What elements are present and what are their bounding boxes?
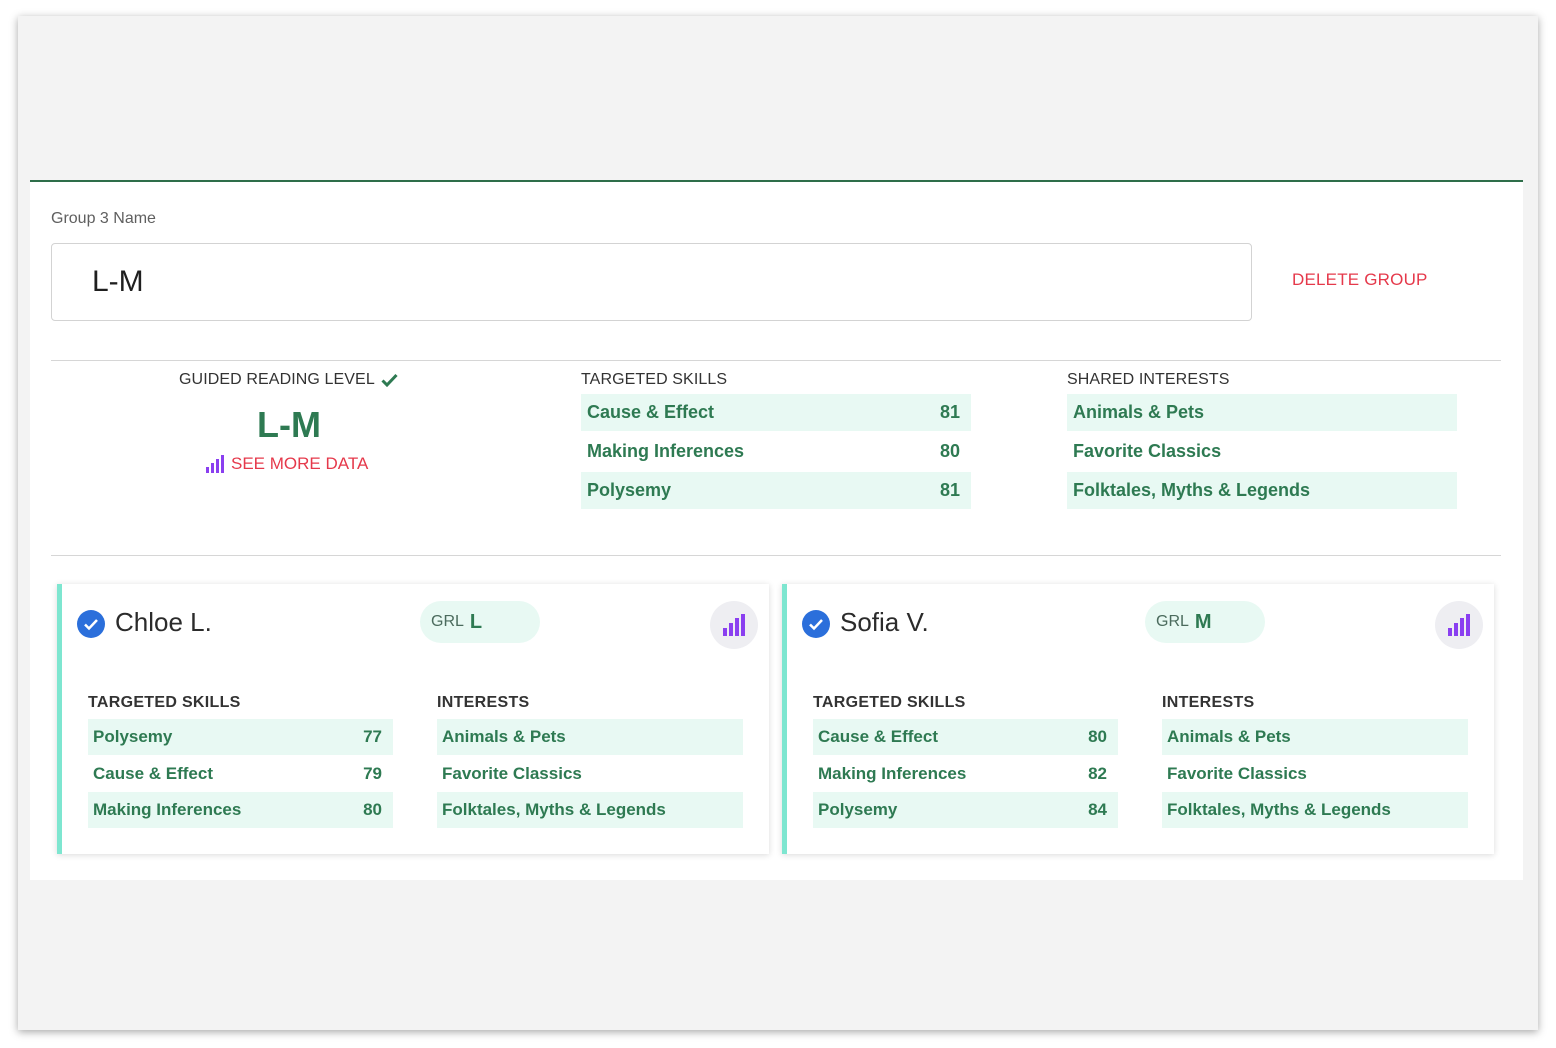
- bar-chart-icon: [1448, 614, 1470, 636]
- targeted-skills-heading: TARGETED SKILLS: [581, 371, 728, 388]
- skill-row: Polysemy 77: [88, 719, 393, 755]
- skill-name: Making Inferences: [93, 800, 242, 819]
- delete-group-button[interactable]: DELETE GROUP: [1292, 270, 1428, 289]
- skill-name: Cause & Effect: [818, 727, 938, 746]
- skill-score: 81: [939, 480, 960, 500]
- interest-row: Favorite Classics: [437, 756, 743, 792]
- grl-heading-text: GUIDED READING LEVEL: [179, 371, 375, 388]
- skill-score: 80: [363, 800, 382, 819]
- grl-badge-label: GRL: [431, 613, 464, 630]
- interest-row: Animals & Pets: [1067, 394, 1457, 431]
- check-circle-icon[interactable]: [802, 610, 830, 638]
- skill-name: Making Inferences: [587, 441, 745, 461]
- student-interests-heading: INTERESTS: [437, 694, 530, 711]
- bar-chart-icon: [723, 614, 745, 636]
- interest-name: Folktales, Myths & Legends: [1167, 800, 1391, 819]
- student-skills-heading: TARGETED SKILLS: [88, 694, 241, 711]
- see-more-data-link[interactable]: SEE MORE DATA: [205, 454, 368, 474]
- interest-row: Animals & Pets: [437, 719, 743, 755]
- check-icon: [381, 373, 398, 387]
- interest-name: Folktales, Myths & Legends: [1073, 480, 1311, 500]
- student-data-button[interactable]: [1435, 601, 1483, 649]
- skill-row: Cause & Effect 79: [88, 756, 393, 792]
- skill-score: 79: [363, 764, 382, 783]
- grl-badge-label: GRL: [1156, 613, 1189, 630]
- shared-interests-heading: SHARED INTERESTS: [1067, 371, 1230, 388]
- interest-name: Animals & Pets: [1073, 402, 1205, 422]
- interest-name: Animals & Pets: [442, 727, 566, 746]
- student-data-button[interactable]: [710, 601, 758, 649]
- check-circle-icon[interactable]: [77, 610, 105, 638]
- skill-name: Polysemy: [93, 727, 173, 746]
- interest-name: Favorite Classics: [1073, 441, 1222, 461]
- skill-row: Making Inferences 82: [813, 756, 1118, 792]
- group-panel: Group 3 Name DELETE GROUP GUIDED READING…: [30, 180, 1523, 880]
- interest-name: Folktales, Myths & Legends: [442, 800, 666, 819]
- student-card[interactable]: Chloe L. GRL L TARGETED SKILLS Polysemy …: [57, 584, 769, 854]
- interest-row: Folktales, Myths & Legends: [1162, 792, 1468, 828]
- skill-score: 80: [939, 441, 960, 461]
- skill-row: Making Inferences 80: [581, 433, 971, 470]
- skill-row: Cause & Effect 80: [813, 719, 1118, 755]
- student-card[interactable]: Sofia V. GRL M TARGETED SKILLS Cause & E…: [782, 584, 1494, 854]
- student-skills-heading: TARGETED SKILLS: [813, 694, 966, 711]
- divider: [51, 360, 1501, 361]
- skill-row: Cause & Effect 81: [581, 394, 971, 431]
- interest-row: Favorite Classics: [1162, 756, 1468, 792]
- skill-score: 81: [939, 402, 960, 422]
- interest-name: Animals & Pets: [1167, 727, 1291, 746]
- grl-badge: GRL L: [420, 601, 540, 643]
- skill-name: Making Inferences: [818, 764, 967, 783]
- see-more-label: SEE MORE DATA: [231, 454, 369, 473]
- interest-row: Folktales, Myths & Legends: [437, 792, 743, 828]
- skill-score: 82: [1088, 764, 1107, 783]
- grl-value: L-M: [257, 404, 321, 445]
- skill-score: 77: [363, 727, 382, 746]
- check-icon: [84, 618, 98, 630]
- bar-chart-icon: [206, 455, 224, 473]
- student-interests-heading: INTERESTS: [1162, 694, 1255, 711]
- skill-name: Polysemy: [587, 480, 672, 500]
- skill-row: Polysemy 84: [813, 792, 1118, 828]
- divider: [51, 555, 1501, 556]
- skill-score: 84: [1088, 800, 1107, 819]
- app-window: Group 3 Name DELETE GROUP GUIDED READING…: [18, 16, 1538, 1030]
- interest-name: Favorite Classics: [1167, 764, 1307, 783]
- skill-name: Cause & Effect: [587, 402, 715, 422]
- skill-row: Polysemy 81: [581, 472, 971, 509]
- check-icon: [809, 618, 823, 630]
- interest-row: Folktales, Myths & Legends: [1067, 472, 1457, 509]
- student-name: Chloe L.: [115, 607, 212, 637]
- group-name-input[interactable]: [51, 243, 1252, 321]
- grl-badge-value: L: [469, 610, 483, 633]
- grl-badge-value: M: [1194, 610, 1212, 633]
- skill-row: Making Inferences 80: [88, 792, 393, 828]
- grl-badge: GRL M: [1145, 601, 1265, 643]
- grl-heading: GUIDED READING LEVEL: [179, 371, 398, 389]
- skill-name: Cause & Effect: [93, 764, 213, 783]
- group-name-label: Group 3 Name: [51, 210, 156, 227]
- skill-score: 80: [1088, 727, 1107, 746]
- student-name: Sofia V.: [840, 607, 929, 637]
- interest-row: Favorite Classics: [1067, 433, 1457, 470]
- interest-name: Favorite Classics: [442, 764, 582, 783]
- skill-name: Polysemy: [818, 800, 898, 819]
- interest-row: Animals & Pets: [1162, 719, 1468, 755]
